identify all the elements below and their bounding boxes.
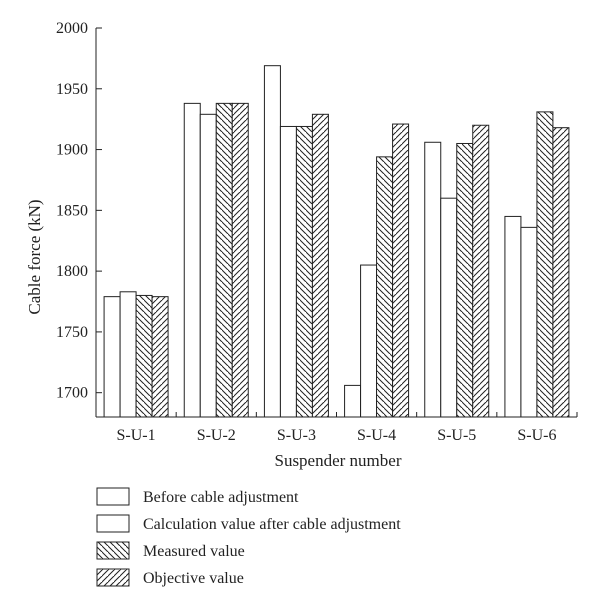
x-tick-label: S-U-3 bbox=[277, 427, 316, 444]
legend-swatch bbox=[96, 514, 130, 533]
bar-s-u-5-series-2 bbox=[440, 197, 458, 418]
x-tick-label: S-U-1 bbox=[117, 427, 156, 444]
bar-s-u-3-series-1 bbox=[263, 65, 281, 418]
y-axis-title: Cable force (kN) bbox=[25, 199, 44, 314]
x-tick-label: S-U-5 bbox=[437, 427, 476, 444]
bar-s-u-5-series-1 bbox=[424, 141, 442, 418]
y-tick-label: 1700 bbox=[56, 385, 88, 402]
y-tick-label: 1900 bbox=[56, 142, 88, 159]
y-tick-label: 1850 bbox=[56, 202, 88, 219]
legend-swatch bbox=[96, 568, 130, 587]
legend: Before cable adjustment Calculation value… bbox=[96, 487, 401, 587]
y-tick-label: 1800 bbox=[56, 263, 88, 280]
y-tick-label: 1750 bbox=[56, 324, 88, 341]
x-axis-title: Suspender number bbox=[274, 451, 401, 470]
x-tick-label: S-U-6 bbox=[517, 427, 556, 444]
bar-s-u-1-series-4 bbox=[151, 296, 169, 418]
bar-s-u-6-series-4 bbox=[552, 127, 570, 418]
bar-s-u-4-series-2 bbox=[360, 264, 378, 418]
bar-s-u-6-series-2 bbox=[520, 226, 538, 418]
bar-s-u-3-series-2 bbox=[279, 125, 297, 418]
bar-s-u-3-series-4 bbox=[311, 113, 329, 418]
bar-s-u-2-series-2 bbox=[199, 113, 217, 418]
bar-s-u-4-series-1 bbox=[344, 384, 362, 418]
legend-swatch bbox=[96, 487, 130, 506]
bar-s-u-2-series-4 bbox=[231, 102, 249, 418]
x-tick-label: S-U-2 bbox=[197, 427, 236, 444]
bar-s-u-1-series-3 bbox=[135, 294, 153, 418]
y-tick-label: 1950 bbox=[56, 81, 88, 98]
bar-s-u-1-series-1 bbox=[103, 296, 121, 418]
bar-s-u-2-series-1 bbox=[183, 102, 201, 418]
legend-swatch bbox=[96, 541, 130, 560]
legend-label: Measured value bbox=[143, 543, 245, 560]
legend-label: Before cable adjustment bbox=[143, 489, 299, 506]
bars bbox=[103, 65, 570, 418]
bar-s-u-4-series-4 bbox=[392, 123, 410, 418]
legend-label: Objective value bbox=[143, 570, 244, 587]
bar-s-u-6-series-1 bbox=[504, 215, 522, 418]
x-axis: S-U-1 S-U-2 S-U-3 S-U-4 S-U-5 S-U-6 bbox=[96, 412, 578, 444]
bar-s-u-1-series-2 bbox=[119, 291, 137, 418]
x-tick-label: S-U-4 bbox=[357, 427, 396, 444]
bar-s-u-5-series-3 bbox=[456, 142, 474, 418]
legend-label: Calculation value after cable adjustment bbox=[143, 516, 401, 533]
y-axis: 1700 1750 1800 1850 1900 1950 2000 bbox=[56, 20, 102, 417]
bar-s-u-3-series-3 bbox=[295, 125, 313, 418]
bar-s-u-4-series-3 bbox=[376, 156, 394, 418]
bar-s-u-2-series-3 bbox=[215, 102, 233, 418]
bar-s-u-5-series-4 bbox=[472, 124, 490, 418]
y-tick-label: 2000 bbox=[56, 20, 88, 37]
bar-s-u-6-series-3 bbox=[536, 111, 554, 418]
